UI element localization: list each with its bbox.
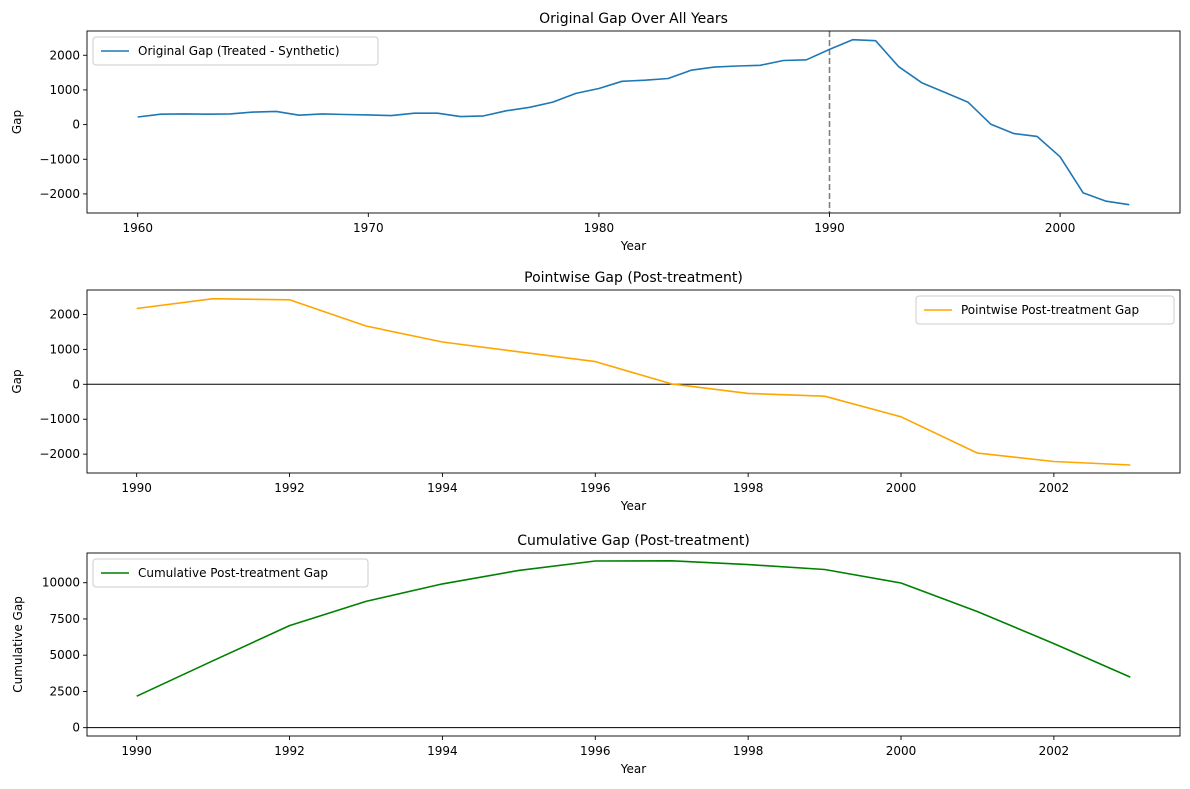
legend-box bbox=[92, 36, 379, 66]
x-tick-label: 1990 bbox=[121, 481, 152, 495]
series-line bbox=[136, 559, 1131, 697]
legend: Original Gap (Treated - Synthetic) bbox=[92, 36, 379, 66]
chart-panel-3: Cumulative Gap (Post-treatment) 1990 1992 1… bbox=[11, 533, 1181, 776]
chart-title: Pointwise Gap (Post-treatment) bbox=[524, 270, 743, 286]
y-tick-label: 0 bbox=[72, 721, 80, 735]
x-tick-label: 1990 bbox=[121, 744, 152, 758]
x-tick-label: 1992 bbox=[274, 744, 305, 758]
legend-entry: Cumulative Post-treatment Gap bbox=[138, 566, 328, 580]
x-tick-label: 2000 bbox=[1045, 221, 1076, 235]
x-axis-label: Year bbox=[620, 762, 646, 776]
chart-title: Original Gap Over All Years bbox=[539, 11, 728, 27]
y-axis-label: Cumulative Gap bbox=[11, 596, 25, 693]
x-tick-label: 2000 bbox=[886, 744, 917, 758]
x-tick-label: 1996 bbox=[580, 481, 611, 495]
y-tick-label: 2000 bbox=[49, 48, 80, 62]
x-axis-label: Year bbox=[620, 499, 646, 513]
series-line bbox=[136, 297, 1131, 466]
y-tick-label: −2000 bbox=[39, 187, 80, 201]
y-tick-label: 2500 bbox=[49, 684, 80, 698]
x-tick-label: 2002 bbox=[1039, 744, 1070, 758]
x-tick-label: 2002 bbox=[1039, 481, 1070, 495]
x-tick-label: 1996 bbox=[580, 744, 611, 758]
x-tick-label: 1994 bbox=[427, 481, 458, 495]
plot-frame bbox=[86, 289, 1181, 474]
y-tick-label: 0 bbox=[72, 377, 80, 391]
y-tick-label: −1000 bbox=[39, 152, 80, 166]
x-tick-label: 1992 bbox=[274, 481, 305, 495]
x-tick-label: 1980 bbox=[584, 221, 615, 235]
y-tick-label: −2000 bbox=[39, 447, 80, 461]
legend-box bbox=[92, 558, 369, 588]
x-tick-label: 1998 bbox=[733, 481, 764, 495]
chart-panel-1: Original Gap Over All Years 1960 1970 1980 1… bbox=[10, 11, 1181, 253]
x-tick-label: 1998 bbox=[733, 744, 764, 758]
y-tick-label: −1000 bbox=[39, 412, 80, 426]
legend: Pointwise Post-treatment Gap bbox=[915, 295, 1175, 325]
legend-entry: Pointwise Post-treatment Gap bbox=[961, 303, 1139, 317]
series-line bbox=[137, 38, 1130, 206]
y-tick-label: 7500 bbox=[49, 612, 80, 626]
y-tick-label: 2000 bbox=[49, 307, 80, 321]
x-tick-label: 1970 bbox=[353, 221, 384, 235]
plot-frame bbox=[86, 30, 1181, 214]
y-tick-label: 5000 bbox=[49, 648, 80, 662]
legend-box bbox=[915, 295, 1175, 325]
x-tick-label: 2000 bbox=[886, 481, 917, 495]
x-tick-label: 1994 bbox=[427, 744, 458, 758]
legend-entry: Original Gap (Treated - Synthetic) bbox=[138, 44, 340, 58]
y-tick-label: 10000 bbox=[42, 576, 80, 590]
x-tick-label: 1960 bbox=[122, 221, 153, 235]
x-axis-label: Year bbox=[620, 239, 646, 253]
y-tick-label: 0 bbox=[72, 118, 80, 132]
chart-title: Cumulative Gap (Post-treatment) bbox=[517, 533, 750, 549]
x-tick-label: 1990 bbox=[814, 221, 845, 235]
y-tick-label: 1000 bbox=[49, 83, 80, 97]
plot-frame bbox=[86, 552, 1181, 737]
y-axis-label: Gap bbox=[10, 110, 24, 134]
y-tick-label: 1000 bbox=[49, 342, 80, 356]
y-axis-label: Gap bbox=[10, 369, 24, 393]
chart-panel-2: Pointwise Gap (Post-treatment) 1990 1992 19… bbox=[10, 270, 1181, 513]
legend: Cumulative Post-treatment Gap bbox=[92, 558, 369, 588]
